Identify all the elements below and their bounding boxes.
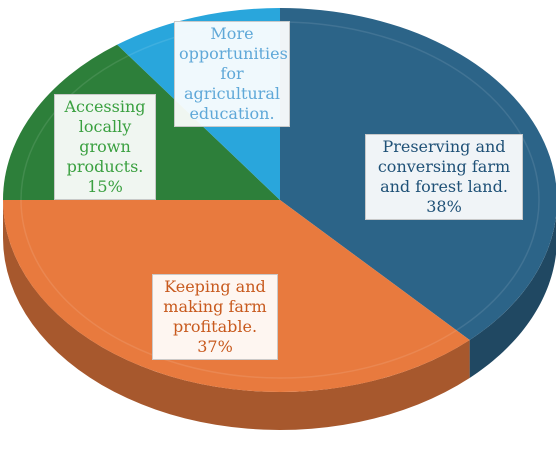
slice-label-text: More opportunities for agricultural educ… (179, 24, 288, 123)
slice-label-preserving-farm-forest: Preserving and conversing farm and fores… (365, 134, 523, 220)
slice-value-label: 37% (197, 337, 233, 356)
slice-value-label: 15% (87, 177, 123, 196)
pie-side-preserving-and-conversing-farm-a (469, 216, 556, 378)
pie-side-keeping-and-making-farm-profitab (3, 200, 470, 430)
slice-label-keeping-farm-profitable: Keeping and making farm profitable. 37% (152, 274, 278, 360)
slice-label-text: Accessing locally grown products. (64, 97, 146, 176)
slice-label-text: Keeping and making farm profitable. (163, 277, 267, 336)
slice-label-text: Preserving and conversing farm and fores… (377, 137, 511, 196)
slice-value-label: 38% (426, 197, 462, 216)
slice-label-agricultural-education: More opportunities for agricultural educ… (174, 21, 290, 127)
pie-bevel-keeping-and-making-farm-profitab (20, 199, 458, 379)
slice-label-accessing-local-products: Accessing locally grown products. 15% (54, 94, 156, 200)
pie-bevel-accessing-locally-grown-products (20, 55, 129, 201)
